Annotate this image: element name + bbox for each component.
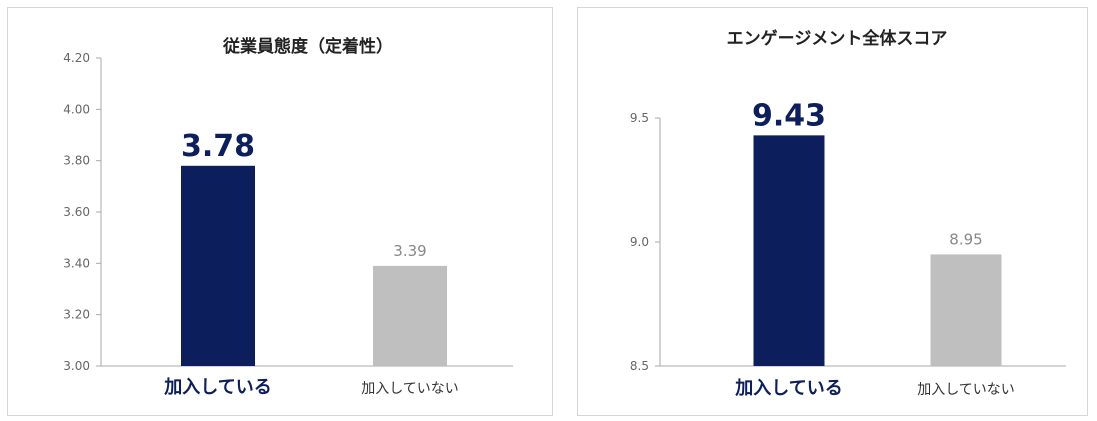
retention-chart-svg: 従業員態度（定着性） 4.20 4.00 3.80 3.60 3.40 3.20 3.00 3.… [63, 36, 513, 398]
category-label-joined: 加入している [163, 377, 271, 398]
bar-not-joined [930, 254, 1002, 366]
value-label-not-joined: 8.95 [949, 230, 982, 248]
y-tick-label: 9.5 [630, 111, 649, 125]
bar-not-joined [373, 265, 447, 366]
bar-joined [753, 135, 825, 366]
engagement-chart-svg: エンゲージメント全体スコア 9.5 9.0 8.5 9.43 加入している 8.95 加入して… [630, 28, 1066, 399]
y-tick-label: 3.60 [63, 205, 90, 219]
category-label-not-joined: 加入していない [917, 382, 1015, 398]
bar-joined [181, 165, 255, 366]
value-label-joined: 3.78 [181, 129, 255, 164]
y-tick-label: 4.20 [63, 51, 90, 65]
y-tick-label: 8.5 [630, 359, 649, 373]
value-label-joined: 9.43 [752, 98, 826, 133]
chart-title: エンゲージメント全体スコア [727, 28, 948, 49]
y-tick-label: 3.20 [63, 308, 90, 322]
chart-title: 従業員態度（定着性） [222, 36, 393, 57]
category-label-joined: 加入している [734, 378, 842, 399]
value-label-not-joined: 3.39 [393, 242, 426, 260]
y-tick-label: 4.00 [63, 102, 90, 116]
chart-panel-engagement: エンゲージメント全体スコア 9.5 9.0 8.5 9.43 加入している 8.95 加入して… [577, 7, 1088, 416]
y-tick-label: 3.80 [63, 154, 90, 168]
chart-panel-retention: 従業員態度（定着性） 4.20 4.00 3.80 3.60 3.40 3.20 3.00 3.… [7, 7, 553, 416]
y-tick-label: 9.0 [630, 235, 649, 249]
y-tick-label: 3.00 [63, 359, 90, 373]
category-label-not-joined: 加入していない [361, 381, 459, 397]
y-tick-label: 3.40 [63, 256, 90, 270]
